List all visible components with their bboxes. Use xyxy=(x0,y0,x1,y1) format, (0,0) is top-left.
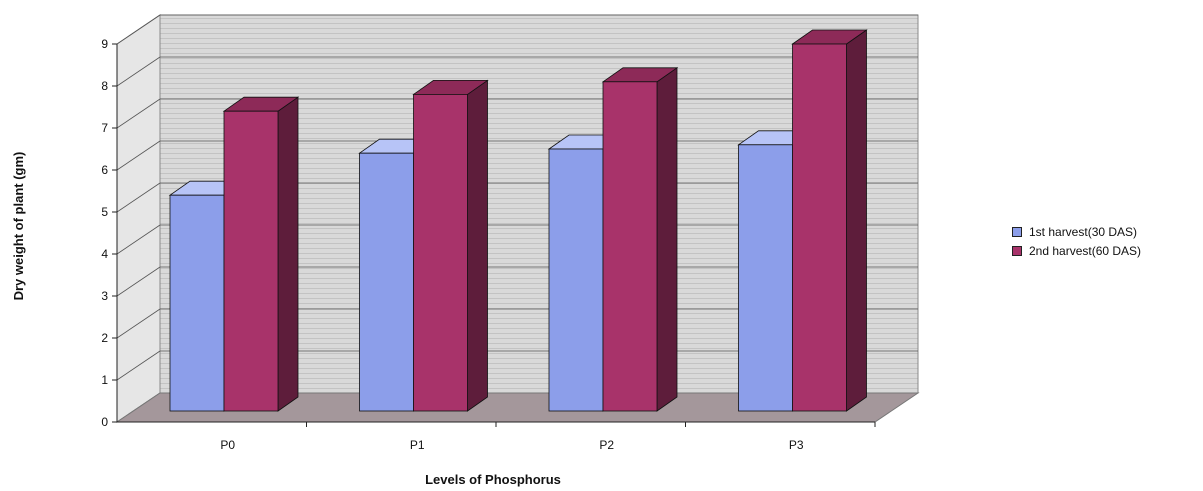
y-tick-label: 8 xyxy=(101,79,108,93)
bar xyxy=(412,79,489,412)
bar xyxy=(222,96,300,412)
bar-front xyxy=(738,144,793,412)
bar-front xyxy=(792,43,847,412)
x-axis-title: Levels of Phosphorus xyxy=(425,472,561,487)
y-tick-label: 5 xyxy=(101,205,108,219)
bar-front xyxy=(602,81,658,412)
y-axis-title: Dry weight of plant (gm) xyxy=(11,152,26,301)
bar-front xyxy=(169,194,225,412)
y-tick-label: 7 xyxy=(101,121,108,135)
bar-side xyxy=(656,67,678,412)
bar xyxy=(791,29,868,412)
gridline-side xyxy=(116,140,161,171)
bar-front xyxy=(548,148,604,412)
x-tick-label: P1 xyxy=(410,438,425,452)
gridline-side xyxy=(116,182,161,213)
side-wall xyxy=(116,14,161,423)
y-tick-label: 2 xyxy=(101,331,108,345)
x-tick-label: P0 xyxy=(220,438,235,452)
bar-front xyxy=(413,94,468,412)
gridline-side xyxy=(116,98,161,129)
x-tick-label: P3 xyxy=(789,438,804,452)
y-tick-label: 9 xyxy=(101,37,108,51)
legend-label-series-1: 1st harvest(30 DAS) xyxy=(1029,224,1138,239)
legend-item-series-2: 2nd harvest(60 DAS) xyxy=(1012,241,1141,260)
y-tick-label: 0 xyxy=(101,415,108,429)
x-tick-label: P2 xyxy=(599,438,614,452)
legend-item-series-1: 1st harvest(30 DAS) xyxy=(1012,222,1141,241)
y-tick-label: 1 xyxy=(101,373,108,387)
gridline-side xyxy=(116,308,161,339)
gridline-side xyxy=(116,14,161,45)
gridline-side xyxy=(116,224,161,255)
legend-swatch-series-1 xyxy=(1012,226,1022,237)
gridline-side xyxy=(116,350,161,381)
legend-label-series-2: 2nd harvest(60 DAS) xyxy=(1029,243,1142,258)
bar-front xyxy=(359,152,414,412)
bar-side xyxy=(467,79,488,412)
y-tick-label: 3 xyxy=(101,289,108,303)
y-tick-label: 6 xyxy=(101,163,108,177)
bar-side xyxy=(846,29,867,412)
legend-swatch-series-2 xyxy=(1012,245,1022,256)
bar-front xyxy=(223,110,279,412)
legend: 1st harvest(30 DAS) 2nd harvest(60 DAS) xyxy=(1012,222,1141,260)
gridline-side xyxy=(116,56,161,87)
bar-side xyxy=(277,96,299,412)
y-tick-label: 4 xyxy=(101,247,108,261)
gridline-side xyxy=(116,266,161,297)
bar xyxy=(601,67,679,412)
